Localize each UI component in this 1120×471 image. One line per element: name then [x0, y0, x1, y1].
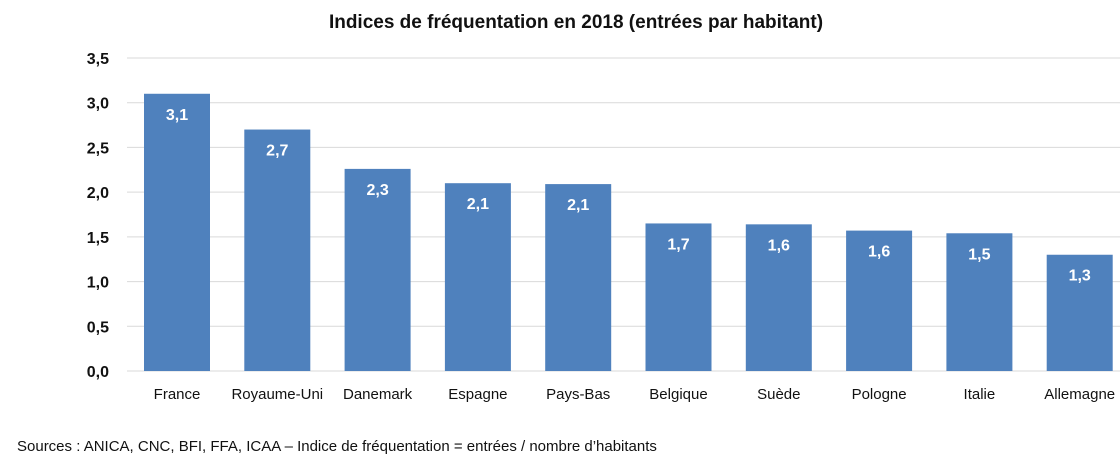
data-label: 1,5: [968, 246, 990, 263]
data-label: 2,1: [567, 197, 589, 214]
y-tick-label: 3,0: [87, 96, 109, 113]
category-label: Allemagne: [1044, 386, 1115, 403]
bar: [846, 230, 913, 371]
data-label: 2,3: [366, 182, 388, 199]
y-tick-label: 0,0: [87, 364, 109, 381]
bar: [946, 233, 1013, 371]
bar: [545, 184, 612, 371]
chart-title: Indices de fréquentation en 2018 (entrée…: [329, 12, 823, 33]
data-label: 1,7: [667, 236, 689, 253]
data-label: 2,7: [266, 143, 288, 160]
category-label: Italie: [964, 386, 996, 403]
category-label: Suède: [757, 386, 800, 403]
category-label: Pays-Bas: [546, 386, 610, 403]
y-tick-label: 0,5: [87, 319, 109, 336]
y-axis-ticks: 0,0 0,5 1,0 1,5 2,0 2,5 3,0 3,5: [87, 51, 109, 381]
data-label: 1,6: [768, 237, 790, 254]
bars: [144, 93, 1113, 372]
category-label: Espagne: [448, 386, 507, 403]
y-tick-label: 2,0: [87, 185, 109, 202]
category-label: Royaume-Uni: [231, 386, 323, 403]
bar: [144, 93, 210, 372]
bar: [645, 223, 712, 371]
bar: [444, 183, 511, 371]
y-tick-label: 1,5: [87, 230, 109, 247]
data-label: 3,1: [166, 107, 188, 124]
category-label: France: [154, 386, 201, 403]
bar: [244, 129, 311, 371]
y-tick-label: 3,5: [87, 51, 109, 68]
y-tick-label: 1,0: [87, 275, 109, 292]
data-labels: 3,1 2,7 2,3 2,1 2,1 1,7 1,6 1,6 1,5 1,3: [166, 107, 1091, 285]
category-label: Belgique: [649, 386, 707, 403]
y-tick-label: 2,5: [87, 140, 109, 157]
data-label: 2,1: [467, 196, 489, 213]
bar: [1046, 254, 1113, 371]
category-label: Danemark: [343, 386, 413, 403]
bar: [344, 168, 411, 371]
data-label: 1,3: [1069, 268, 1091, 285]
bar: [745, 224, 812, 371]
category-label: Pologne: [852, 386, 907, 403]
data-label: 1,6: [868, 244, 890, 261]
category-labels: France Royaume-Uni Danemark Espagne Pays-Bas…: [154, 386, 1115, 403]
source-note: Sources : ANICA, CNC, BFI, FFA, ICAA – I…: [17, 438, 657, 455]
